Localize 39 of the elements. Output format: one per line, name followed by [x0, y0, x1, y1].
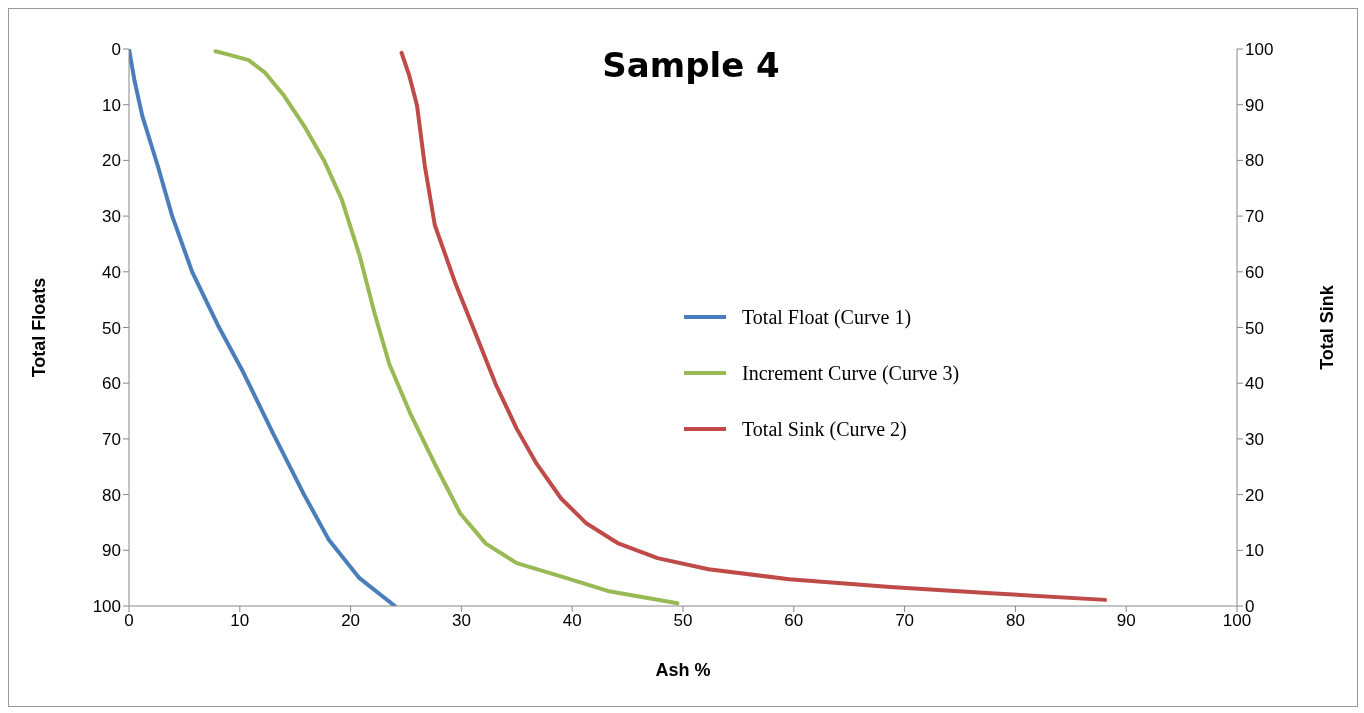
- y-tick-label: 50: [102, 318, 121, 338]
- line-series: [399, 50, 1108, 602]
- chart-title: Sample 4: [602, 45, 780, 85]
- y-tick-label: 60: [102, 374, 121, 394]
- legend-label: Increment Curve (Curve 3): [742, 361, 960, 385]
- x-tick-label: 30: [451, 611, 471, 631]
- y2-tick-label: 40: [1245, 374, 1264, 394]
- y-tick-label: 40: [102, 262, 121, 282]
- y-tick-label: 20: [102, 151, 121, 171]
- x-tick-label: 40: [562, 611, 582, 631]
- y2-tick-label: 90: [1245, 95, 1264, 115]
- x-tick-label: 80: [1005, 611, 1025, 631]
- y2-tick-label: 30: [1245, 429, 1264, 449]
- y2-tick-label: 60: [1245, 262, 1264, 282]
- y-tick-label: 80: [102, 485, 121, 505]
- y-tick-label: 100: [92, 597, 121, 617]
- y-tick-label: 30: [102, 207, 121, 227]
- x-tick-label: 60: [784, 611, 804, 631]
- x-tick-label: 0: [124, 611, 134, 631]
- y2-tick-label: 70: [1245, 207, 1264, 227]
- y2-tick-label: 50: [1245, 318, 1264, 338]
- y-tick-label: 0: [111, 40, 121, 60]
- y-tick-label: 70: [102, 429, 121, 449]
- x-tick-label: 70: [895, 611, 915, 631]
- x-tick-label: 10: [230, 611, 250, 631]
- legend-label: Total Sink (Curve 2): [742, 417, 907, 441]
- legend-label: Total Float (Curve 1): [742, 305, 912, 329]
- x-axis-title: Ash %: [655, 660, 711, 680]
- y2-tick-label: 10: [1245, 541, 1264, 561]
- x-tick-label: 20: [341, 611, 361, 631]
- y2-tick-label: 20: [1245, 485, 1264, 505]
- y2-axis-title: Total Sink: [1317, 284, 1338, 370]
- y2-tick-label: 100: [1245, 40, 1274, 60]
- x-tick-label: 50: [673, 611, 693, 631]
- y-axis-title: Total Floats: [29, 277, 50, 378]
- y2-tick-label: 80: [1245, 151, 1264, 171]
- x-tick-label: 90: [1116, 611, 1136, 631]
- y-tick-label: 10: [102, 95, 121, 115]
- y-tick-label: 90: [102, 541, 121, 561]
